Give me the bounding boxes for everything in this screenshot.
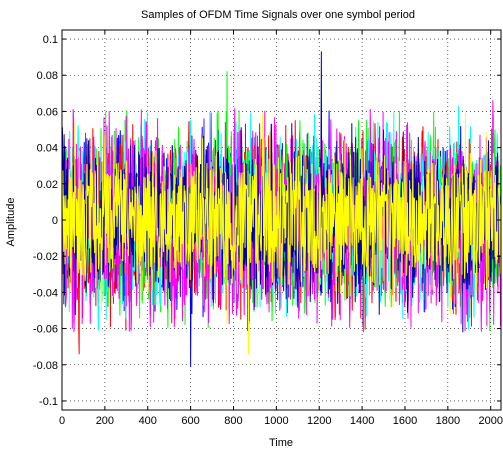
x-axis-label: Time <box>269 437 293 449</box>
y-tick-label: 0.1 <box>43 34 58 46</box>
y-tick-label: 0.04 <box>37 143 58 155</box>
series-line-7 <box>61 112 502 355</box>
x-tick-label: 1800 <box>436 415 460 427</box>
x-tick-label: 800 <box>224 415 242 427</box>
x-tick-label: 1400 <box>350 415 374 427</box>
x-tick-label: 1000 <box>264 415 288 427</box>
x-tick-label: 2000 <box>478 415 502 427</box>
y-tick-label: -0.08 <box>33 360 58 372</box>
axis-ticks: 0 200 400 600 800 1000 1200 1400 1600 1800 2000 -0.… <box>33 30 503 427</box>
y-tick-label: -0.06 <box>33 324 58 336</box>
x-tick-label: 400 <box>139 415 157 427</box>
y-tick-label: 0.06 <box>37 106 58 118</box>
y-tick-label: 0.02 <box>37 179 58 191</box>
y-tick-label: -0.1 <box>39 396 58 408</box>
y-tick-label: 0 <box>52 215 58 227</box>
x-tick-label: 200 <box>96 415 114 427</box>
chart-title: Samples of OFDM Time Signals over one sy… <box>141 9 415 21</box>
y-tick-label: 0.08 <box>37 70 58 82</box>
x-tick-label: 0 <box>59 415 65 427</box>
y-tick-label: -0.02 <box>33 251 58 263</box>
x-tick-label: 1600 <box>393 415 417 427</box>
x-tick-label: 1200 <box>307 415 331 427</box>
x-tick-label: 600 <box>181 415 199 427</box>
y-tick-label: -0.04 <box>33 287 58 299</box>
series-lines <box>61 51 502 368</box>
y-axis-label: Amplitude <box>5 198 17 247</box>
